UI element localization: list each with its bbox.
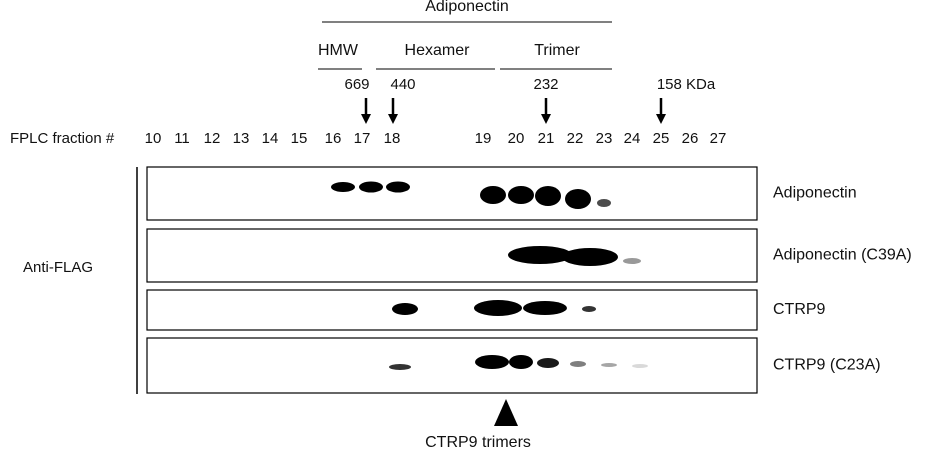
fraction-number: 17 xyxy=(354,130,371,147)
fraction-number: 21 xyxy=(538,130,555,147)
fraction-number: 10 xyxy=(145,130,162,147)
fraction-numbers: 10 11 12 13 14 15 16 17 18 19 20 21 22 23 24 25 26 27 xyxy=(145,130,727,147)
band xyxy=(597,199,611,207)
lane-label: Adiponectin xyxy=(773,185,857,202)
band xyxy=(386,181,410,193)
fraction-number: 25 xyxy=(653,130,670,147)
group-label: Trimer xyxy=(534,42,580,59)
band xyxy=(392,303,418,315)
footer: CTRP9 trimers xyxy=(425,434,531,451)
lane-label: Adiponectin (C39A) xyxy=(773,247,912,264)
fraction-number: 27 xyxy=(710,130,727,147)
band xyxy=(632,364,648,368)
marker-label: 440 xyxy=(390,76,415,93)
blot-panel xyxy=(146,337,758,394)
arrow-head xyxy=(388,114,398,124)
fraction-number: 12 xyxy=(204,130,221,147)
blots: Adiponectin Adiponectin (C39A) CTRP9 CTRP9 … xyxy=(146,166,912,394)
fraction-number: 19 xyxy=(475,130,492,147)
fraction-number: 22 xyxy=(567,130,584,147)
band xyxy=(523,301,567,315)
fraction-number: 23 xyxy=(596,130,613,147)
arrow-head xyxy=(656,114,666,124)
fraction-number: 16 xyxy=(325,130,342,147)
band xyxy=(562,248,618,266)
arrow-head xyxy=(541,114,551,124)
arrows xyxy=(361,98,666,124)
lane-label: CTRP9 (C23A) xyxy=(773,357,881,374)
band xyxy=(565,189,591,209)
title: Adiponectin xyxy=(425,0,509,15)
band xyxy=(509,355,533,369)
blot-panel xyxy=(146,228,758,283)
marker-label: 232 xyxy=(533,76,558,93)
band xyxy=(331,182,355,192)
group-label: Hexamer xyxy=(405,42,471,59)
band xyxy=(480,186,506,204)
band xyxy=(389,364,411,370)
band xyxy=(570,361,586,367)
band xyxy=(601,363,617,367)
band xyxy=(535,186,561,206)
fraction-number: 24 xyxy=(624,130,641,147)
triangle xyxy=(494,399,518,426)
antibody-label: Anti-FLAG xyxy=(23,259,93,276)
band xyxy=(537,358,559,368)
fraction-number: 11 xyxy=(174,130,190,147)
fraction-number: 14 xyxy=(262,130,279,147)
fraction-number: 20 xyxy=(508,130,525,147)
band xyxy=(475,355,509,369)
band xyxy=(508,246,572,264)
fraction-label: FPLC fraction # xyxy=(10,130,115,147)
band xyxy=(582,306,596,312)
arrow-head xyxy=(361,114,371,124)
fraction-number: 13 xyxy=(233,130,250,147)
band xyxy=(623,258,641,264)
marker-label: 669 xyxy=(344,76,369,93)
band xyxy=(359,181,383,193)
fraction-number: 18 xyxy=(384,130,401,147)
fraction-number: 26 xyxy=(682,130,699,147)
marker-label: 158 KDa xyxy=(657,76,716,93)
blot-panel xyxy=(146,289,758,331)
lane-label: CTRP9 xyxy=(773,301,826,318)
fraction-number: 15 xyxy=(291,130,308,147)
group-label: HMW xyxy=(318,42,359,59)
band xyxy=(474,300,522,316)
band xyxy=(508,186,534,204)
blot-panel xyxy=(146,166,758,221)
